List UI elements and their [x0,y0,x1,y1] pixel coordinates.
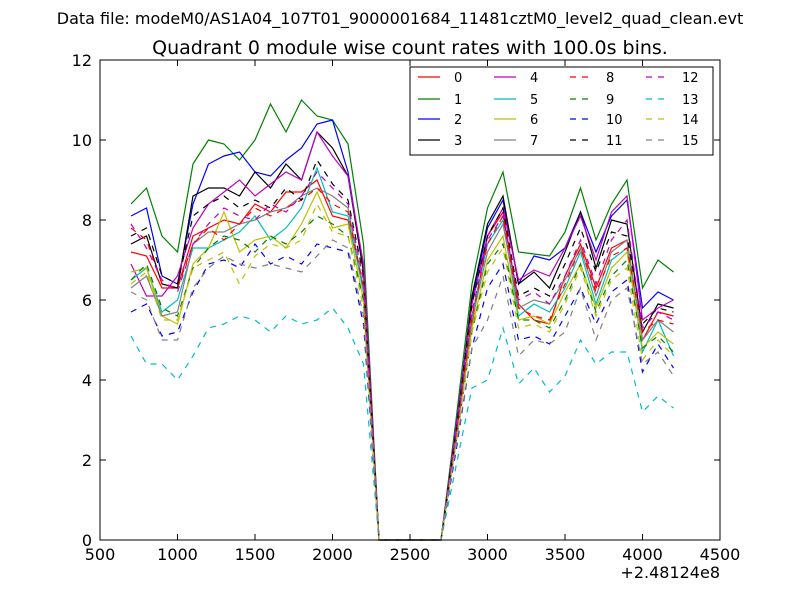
legend-label-8: 8 [606,71,614,86]
legend-label-3: 3 [454,134,462,149]
x-offset-label: +2.48124e8 [620,563,720,582]
x-tick-label: 3500 [545,545,586,564]
legend-label-5: 5 [530,93,538,108]
legend-label-0: 0 [454,71,462,86]
legend-label-6: 6 [530,113,538,128]
x-tick-label: 4500 [700,545,741,564]
series-line-6 [130,190,674,541]
x-tick-label: 3000 [467,545,508,564]
legend-label-12: 12 [682,71,699,86]
suptitle: Data file: modeM0/AS1A04_107T01_90000016… [57,9,743,29]
series-line-5 [130,166,675,541]
series-line-10 [130,242,675,541]
series-line-1 [130,98,674,541]
legend-label-14: 14 [682,113,699,128]
y-tick-label: 8 [82,211,92,230]
legend-label-2: 2 [454,113,462,128]
legend-label-9: 9 [606,93,614,108]
x-tick-label: 1500 [235,545,276,564]
x-tick-label: 1000 [157,545,198,564]
x-tick-label: 500 [85,545,116,564]
x-tick-label: 2000 [312,545,353,564]
y-tick-label: 6 [82,291,92,310]
legend-label-1: 1 [454,93,462,108]
x-tick-label: 4000 [622,545,663,564]
chart-title: Quadrant 0 module wise count rates with … [152,37,668,59]
legend-label-11: 11 [606,134,623,149]
y-tick-label: 0 [82,531,92,550]
series-line-4 [130,130,674,541]
series-line-11 [130,158,674,541]
series-line-0 [130,179,674,541]
series-line-3 [130,130,674,541]
x-tick-label: 2500 [390,545,431,564]
legend-label-7: 7 [530,134,538,149]
axes-ticks: 500 1000 1500 2000 2500 3000 3500 4000 4500 0 2 4 6 8… [72,51,741,564]
y-tick-label: 10 [72,131,92,150]
y-tick-label: 2 [82,451,92,470]
series-line-13 [130,307,674,541]
legend-label-10: 10 [606,113,623,128]
legend-label-4: 4 [530,71,538,86]
y-tick-label: 4 [82,371,92,390]
y-tick-label: 12 [72,51,92,70]
legend-label-13: 13 [682,93,699,108]
series-layer [130,98,675,541]
legend-label-15: 15 [682,134,699,149]
series-line-2 [130,119,674,541]
series-line-8 [130,187,674,541]
